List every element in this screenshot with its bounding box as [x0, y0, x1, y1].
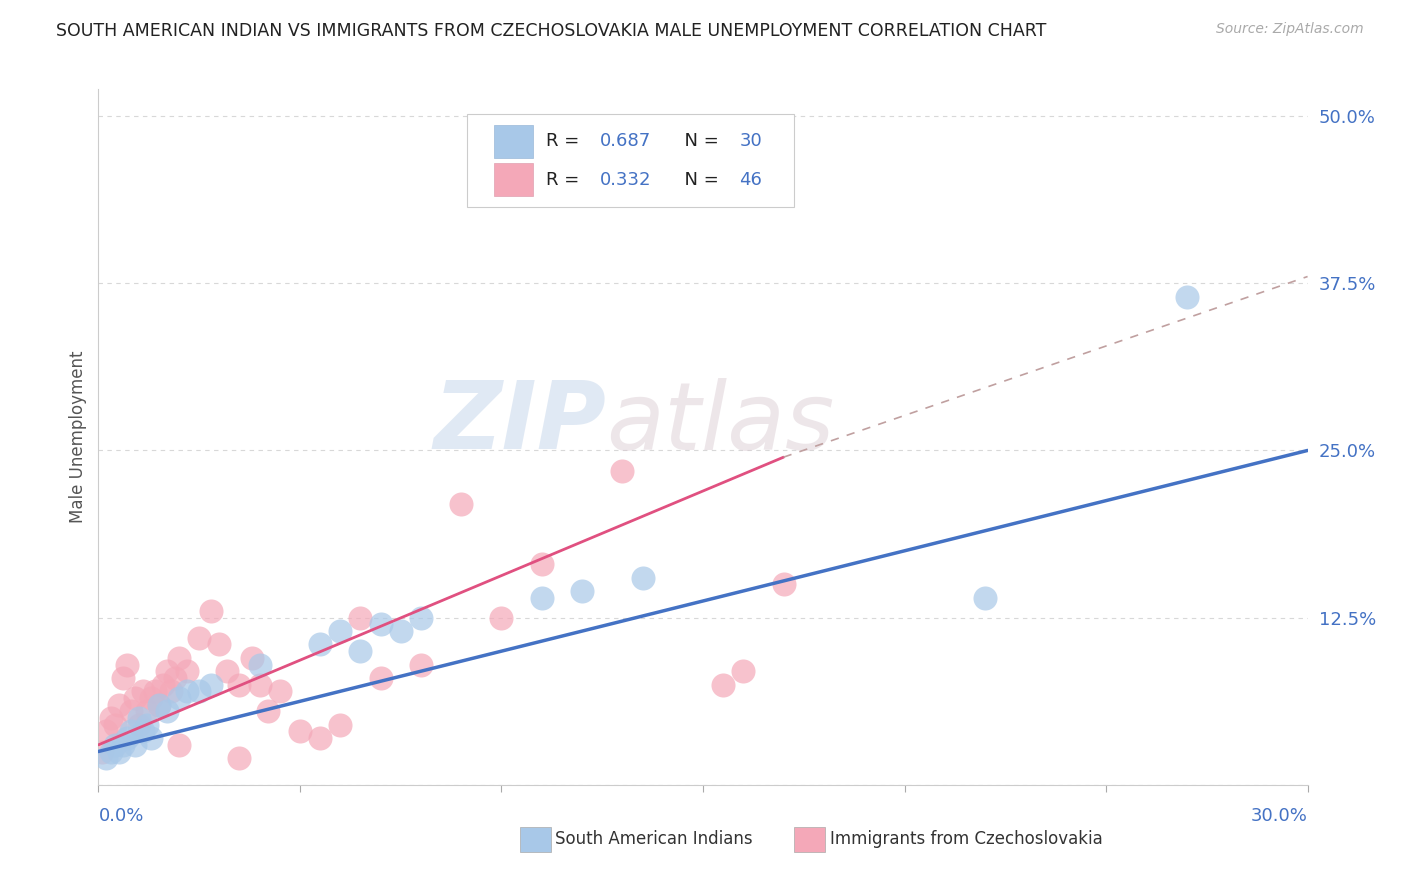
Point: [124, 738, 146, 752]
Point: [329, 717, 352, 731]
Point: [409, 657, 432, 672]
Point: [152, 678, 174, 692]
Point: [128, 717, 150, 731]
FancyBboxPatch shape: [467, 113, 793, 208]
Text: SOUTH AMERICAN INDIAN VS IMMIGRANTS FROM CZECHOSLOVAKIA MALE UNEMPLOYMENT CORREL: SOUTH AMERICAN INDIAN VS IMMIGRANTS FROM…: [56, 22, 1046, 40]
Point: [188, 631, 211, 645]
FancyBboxPatch shape: [494, 125, 533, 158]
Text: atlas: atlas: [606, 377, 835, 468]
Point: [111, 738, 134, 752]
Point: [176, 664, 198, 679]
Point: [200, 604, 222, 618]
Point: [288, 724, 311, 739]
Point: [370, 671, 392, 685]
Point: [530, 557, 553, 572]
Point: [111, 671, 134, 685]
Point: [120, 705, 142, 719]
Point: [329, 624, 352, 639]
Point: [156, 664, 179, 679]
Point: [176, 684, 198, 698]
Text: 0.332: 0.332: [600, 170, 652, 188]
Y-axis label: Male Unemployment: Male Unemployment: [69, 351, 87, 524]
Point: [349, 611, 371, 625]
Point: [156, 705, 179, 719]
Point: [143, 684, 166, 698]
Point: [672, 136, 695, 150]
Text: Immigrants from Czechoslovakia: Immigrants from Czechoslovakia: [830, 830, 1102, 848]
Point: [163, 671, 186, 685]
Point: [309, 637, 332, 651]
Text: ZIP: ZIP: [433, 377, 606, 469]
Point: [167, 738, 190, 752]
Point: [96, 751, 118, 765]
Text: 0.0%: 0.0%: [98, 807, 143, 825]
Point: [167, 651, 190, 665]
Point: [249, 678, 271, 692]
Point: [167, 690, 190, 705]
Point: [120, 724, 142, 739]
Point: [228, 751, 250, 765]
Point: [409, 611, 432, 625]
Point: [135, 717, 157, 731]
Text: 30: 30: [740, 132, 762, 151]
Point: [772, 577, 794, 591]
Point: [733, 664, 755, 679]
Point: [240, 651, 263, 665]
Point: [148, 698, 170, 712]
Text: R =: R =: [546, 132, 585, 151]
Point: [217, 664, 239, 679]
Point: [132, 684, 155, 698]
Point: [124, 690, 146, 705]
Point: [103, 717, 125, 731]
Point: [148, 698, 170, 712]
Point: [160, 684, 183, 698]
Point: [249, 657, 271, 672]
Point: [128, 711, 150, 725]
Point: [115, 657, 138, 672]
Point: [107, 698, 129, 712]
Point: [135, 705, 157, 719]
Text: R =: R =: [546, 170, 585, 188]
Text: 30.0%: 30.0%: [1251, 807, 1308, 825]
Point: [139, 690, 162, 705]
Point: [309, 731, 332, 746]
Text: Source: ZipAtlas.com: Source: ZipAtlas.com: [1216, 22, 1364, 37]
Point: [389, 624, 412, 639]
Text: South American Indians: South American Indians: [555, 830, 754, 848]
Point: [974, 591, 997, 605]
Text: 46: 46: [740, 170, 762, 188]
Point: [269, 684, 291, 698]
Point: [530, 591, 553, 605]
Point: [491, 611, 513, 625]
Text: N =: N =: [672, 170, 724, 188]
Point: [256, 705, 278, 719]
Point: [370, 617, 392, 632]
Point: [571, 584, 593, 599]
Text: N =: N =: [672, 132, 724, 151]
Point: [631, 571, 654, 585]
Point: [1175, 289, 1198, 303]
Point: [96, 724, 118, 739]
Point: [208, 637, 231, 651]
Point: [228, 678, 250, 692]
Point: [100, 744, 122, 758]
FancyBboxPatch shape: [494, 163, 533, 196]
Point: [188, 684, 211, 698]
Point: [612, 464, 634, 478]
Point: [450, 497, 472, 511]
Point: [100, 711, 122, 725]
Point: [103, 738, 125, 752]
Point: [711, 678, 734, 692]
Point: [107, 744, 129, 758]
Point: [115, 731, 138, 746]
Point: [349, 644, 371, 658]
Point: [139, 731, 162, 746]
Point: [200, 678, 222, 692]
Point: [132, 724, 155, 739]
Text: 0.687: 0.687: [600, 132, 651, 151]
Point: [91, 744, 114, 758]
